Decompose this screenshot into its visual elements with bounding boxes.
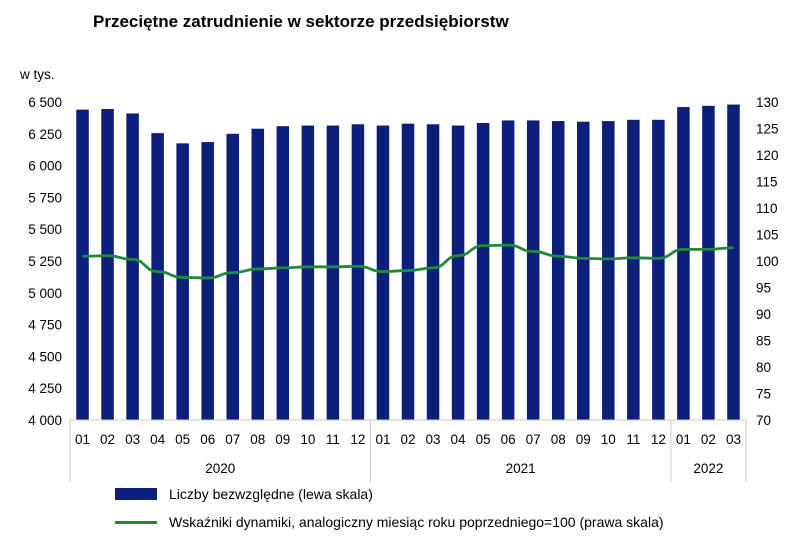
- axes: [69, 419, 747, 482]
- y2-tick-label: 105: [756, 228, 779, 243]
- y2-tick-label: 100: [756, 254, 779, 269]
- y-tick-label: 6 250: [28, 127, 62, 142]
- y-tick-label: 4 250: [28, 381, 62, 396]
- bar: [101, 108, 114, 420]
- right-axis-ticks: 130 125 120 115 110 105 100 95 90 85 80 75 70: [756, 95, 779, 428]
- bar: [351, 124, 365, 420]
- x-tick-label: 01: [75, 432, 90, 447]
- x-tick-label: 08: [551, 432, 566, 447]
- year-label: 2021: [506, 461, 536, 476]
- y-tick-label: 4 000: [28, 413, 62, 428]
- x-tick-label: 09: [275, 432, 290, 447]
- bar: [627, 119, 640, 421]
- x-tick-label: 12: [651, 432, 666, 447]
- x-tick-label: 02: [400, 432, 415, 447]
- x-tick-label: 07: [225, 432, 240, 447]
- legend-line-swatch: [115, 520, 157, 524]
- y-tick-label: 5 250: [28, 254, 62, 269]
- bar: [251, 128, 265, 420]
- bar: [151, 133, 164, 420]
- x-tick-label: 06: [501, 432, 516, 447]
- x-tick-label: 10: [601, 432, 616, 447]
- bar: [526, 120, 540, 420]
- year-label: 2020: [205, 461, 235, 476]
- bar: [702, 105, 715, 420]
- x-tick-label: 11: [326, 432, 340, 447]
- x-tick-label: 01: [676, 432, 691, 447]
- bar: [176, 143, 189, 420]
- bar: [677, 107, 690, 420]
- y2-tick-label: 95: [756, 281, 771, 296]
- x-tick-label: 10: [300, 432, 315, 447]
- x-tick-label: 02: [701, 432, 716, 447]
- bar: [652, 119, 665, 421]
- legend-bar-label: Liczby bezwzględne (lewa skala): [169, 486, 373, 502]
- y2-tick-label: 70: [756, 413, 771, 428]
- bar: [577, 121, 590, 420]
- y2-tick-label: 75: [756, 387, 771, 402]
- y2-tick-label: 85: [756, 334, 771, 349]
- y2-tick-label: 120: [756, 148, 779, 163]
- x-tick-label: 07: [526, 432, 541, 447]
- x-tick-label: 05: [175, 432, 190, 447]
- bar: [76, 109, 89, 420]
- dynamics-line: [82, 243, 734, 280]
- y-axis-label: w tys.: [19, 67, 55, 82]
- bar: [551, 121, 565, 420]
- x-tick-label: 06: [200, 432, 215, 447]
- legend-bar-swatch: [115, 488, 157, 500]
- y-tick-label: 4 750: [28, 318, 62, 333]
- y2-tick-label: 80: [756, 360, 771, 375]
- x-tick-label: 02: [100, 432, 115, 447]
- y2-tick-label: 90: [756, 307, 771, 322]
- x-tick-label: 03: [426, 432, 441, 447]
- chart-title: Przeciętne zatrudnienie w sektorze przed…: [93, 12, 509, 31]
- y2-tick-label: 130: [756, 95, 779, 110]
- x-axis-ticks: 01 02 03 04 05 06 07 08 09 10 11 12 01 02 03 04 05 06 07 08…: [75, 432, 741, 476]
- x-tick-label: 09: [576, 432, 591, 447]
- x-tick-label: 01: [375, 432, 390, 447]
- left-axis-ticks: 6 500 6 250 6 000 5 750 5 500 5 250 5 000 4 750…: [28, 95, 62, 428]
- y2-tick-label: 115: [756, 175, 778, 190]
- x-tick-label: 12: [350, 432, 365, 447]
- bar: [301, 125, 315, 421]
- y2-tick-label: 110: [756, 201, 778, 216]
- line-series: [82, 243, 734, 280]
- x-tick-label: 04: [451, 432, 467, 447]
- bar: [501, 120, 515, 420]
- y-tick-label: 4 500: [28, 349, 62, 364]
- bar: [602, 121, 615, 420]
- legend-line-label: Wskaźniki dynamiki, analogiczny miesiąc …: [169, 514, 664, 530]
- y-tick-label: 5 000: [28, 286, 62, 301]
- x-tick-label: 04: [150, 432, 166, 447]
- x-tick-label: 08: [250, 432, 265, 447]
- bar: [476, 122, 490, 420]
- bar: [276, 126, 290, 420]
- y-tick-label: 5 500: [28, 222, 62, 237]
- y-tick-label: 6 500: [28, 95, 62, 110]
- x-tick-label: 05: [476, 432, 491, 447]
- bar: [727, 104, 740, 420]
- y-tick-label: 5 750: [28, 190, 62, 205]
- bar: [326, 125, 340, 421]
- y-tick-label: 6 000: [28, 159, 62, 174]
- x-tick-label: 11: [626, 432, 640, 447]
- y2-tick-label: 125: [756, 122, 779, 137]
- bar: [426, 124, 440, 420]
- x-tick-label: 03: [726, 432, 741, 447]
- bar: [126, 113, 139, 420]
- x-tick-label: 03: [125, 432, 140, 447]
- bar: [226, 133, 239, 421]
- bar: [201, 142, 214, 420]
- bar: [451, 125, 465, 421]
- legend-item-line: Wskaźniki dynamiki, analogiczny miesiąc …: [115, 514, 664, 530]
- legend-item-bars: Liczby bezwzględne (lewa skala): [115, 486, 373, 502]
- bar-series: [76, 104, 740, 421]
- year-label: 2022: [693, 461, 723, 476]
